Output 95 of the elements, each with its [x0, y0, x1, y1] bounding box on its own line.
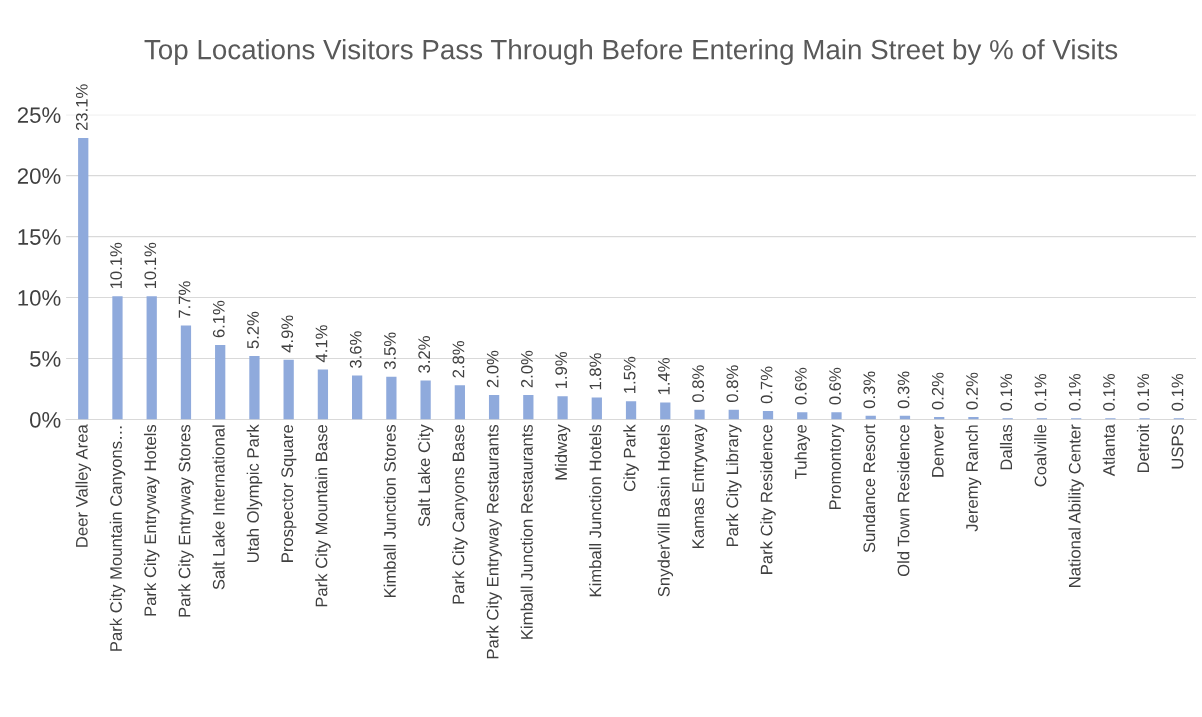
bar — [146, 296, 157, 420]
data-label: 0.1% — [1068, 373, 1081, 411]
x-tick-label: Denver — [932, 424, 944, 477]
data-label: 0.7% — [760, 366, 773, 404]
x-tick-label: Park City Entryway Stores — [178, 424, 194, 617]
x-tick-label: Salt Lake International — [212, 425, 225, 590]
data-label: 4.9% — [281, 315, 294, 353]
data-label: 0.1% — [1103, 373, 1115, 411]
bar — [694, 409, 705, 420]
bar — [386, 376, 397, 420]
x-tick-label: Kimball Junction Stores — [383, 424, 396, 598]
y-tick-label: 5% — [30, 351, 61, 367]
bar — [454, 385, 465, 420]
bar — [762, 410, 774, 420]
y-tick-label: 15% — [18, 229, 61, 245]
x-tick-label: Detroit — [1136, 424, 1150, 473]
data-label: 10.1% — [144, 242, 157, 289]
x-tick-label: Park City Mountain Base — [315, 425, 331, 607]
data-label: 1.4% — [658, 358, 670, 395]
data-label: 3.2% — [418, 336, 431, 373]
data-label: 3.6% — [349, 331, 362, 368]
data-label: 1.5% — [623, 356, 636, 393]
bar — [523, 395, 534, 420]
data-label: 0.1% — [1137, 373, 1150, 411]
x-tick-label: Coalville — [1034, 425, 1047, 487]
x-tick-label: Park City Library — [726, 424, 742, 547]
data-label: 0.1% — [1034, 373, 1047, 411]
data-label: 4.1% — [315, 325, 328, 363]
x-tick-label: Old Town Residence — [897, 425, 910, 577]
x-tick-label: Park City Mountain Canyons… — [109, 426, 126, 651]
data-label: 0.6% — [794, 367, 807, 405]
bar — [352, 375, 363, 420]
x-tick-label: Tuhaye — [794, 425, 811, 479]
x-tick-label: Midway — [554, 424, 571, 480]
x-tick-label: Prospector Square — [281, 425, 297, 562]
data-label: 0.3% — [863, 371, 876, 409]
bar — [797, 412, 808, 420]
bar — [78, 137, 89, 420]
x-tick-label: Sundance Resort — [862, 424, 876, 553]
y-tick-label: 0% — [30, 411, 61, 428]
x-tick-label: Salt Lake City — [417, 424, 434, 527]
data-label: 0.6% — [829, 367, 841, 405]
bar — [112, 296, 123, 420]
bar — [591, 397, 602, 420]
bar — [180, 325, 192, 420]
y-tick-label: 20% — [17, 168, 61, 184]
data-label: 0.2% — [931, 372, 944, 410]
bar — [488, 395, 500, 420]
y-tick-label: 10% — [18, 290, 61, 306]
data-label: 0.2% — [966, 372, 978, 410]
x-tick-label: City Park — [623, 424, 639, 492]
x-tick-label: Park City Entryway Hotels — [143, 424, 160, 616]
bar — [249, 356, 260, 420]
x-tick-label: Kimball Junction Restaurants — [520, 424, 533, 639]
x-tick-label: Deer Valley Area — [75, 424, 91, 547]
data-label: 2.8% — [452, 340, 465, 378]
x-tick-label: Kimball Junction Hotels — [589, 424, 602, 597]
bar — [728, 409, 739, 420]
bar — [557, 396, 568, 420]
x-tick-label: Park City Residence — [760, 425, 776, 574]
bar — [660, 402, 671, 420]
x-tick-label: Kamas Entryway — [692, 424, 708, 548]
data-label: 10.1% — [110, 242, 122, 289]
x-tick-label: Promontory — [829, 424, 845, 510]
data-label: 23.1% — [75, 84, 88, 131]
data-label: 6.1% — [212, 300, 225, 338]
x-tick-label: Utah Olympic Park — [246, 424, 263, 562]
data-label: 2.0% — [521, 350, 533, 388]
x-tick-label: Atlanta — [1102, 424, 1115, 477]
x-tick-label: USPS — [1171, 425, 1184, 469]
data-label: 0.1% — [1171, 373, 1184, 411]
x-tick-label: Park City Canyons Base — [452, 425, 468, 604]
data-label: 5.2% — [247, 311, 259, 349]
data-label: 1.8% — [589, 353, 602, 390]
data-label: 7.7% — [178, 281, 191, 318]
data-label: 0.1% — [1000, 373, 1013, 411]
data-label: 3.5% — [384, 332, 396, 370]
x-tick-label: National Ability Center — [1068, 424, 1084, 587]
chart-title: Top Locations Visitors Pass Through Before Entering Main Street by % of Visits — [144, 39, 1118, 65]
x-tick-label: Dallas — [999, 424, 1013, 470]
x-tick-label: SnyderVill Basin Hotels — [657, 424, 674, 597]
bar — [215, 345, 226, 420]
bar — [317, 369, 329, 420]
data-label: 0.8% — [726, 365, 739, 403]
x-tick-label: Park City Entryway Restaurants — [486, 424, 502, 659]
bar — [420, 380, 431, 420]
data-label: 1.9% — [555, 351, 568, 389]
bar — [831, 412, 842, 420]
bar — [625, 401, 637, 420]
x-tick-label: Jeremy Ranch — [965, 425, 982, 532]
data-label: 0.8% — [692, 365, 704, 403]
bar — [283, 359, 294, 420]
y-tick-label: 25% — [17, 107, 61, 123]
data-label: 0.3% — [897, 371, 910, 409]
data-label: 2.0% — [486, 350, 499, 388]
